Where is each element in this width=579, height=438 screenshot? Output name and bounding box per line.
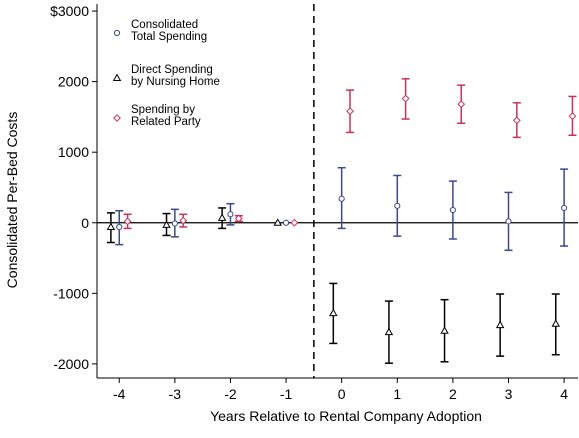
x-axis-label: Years Relative to Rental Company Adoptio… (210, 408, 482, 424)
point-marker (512, 116, 521, 125)
point-marker (162, 220, 171, 228)
point-marker (449, 206, 456, 214)
x-tick-label: -2 (224, 386, 237, 402)
legend-label: Spending by (131, 104, 195, 116)
point-marker (106, 222, 116, 231)
point-marker (568, 112, 577, 121)
x-tick-label: 2 (449, 386, 457, 402)
point-marker (551, 319, 561, 327)
point-marker (338, 195, 345, 202)
series-1 (106, 207, 561, 364)
point-marker (457, 100, 466, 109)
y-tick-label: -2000 (53, 356, 89, 372)
x-tick-label: -1 (280, 386, 293, 402)
legend-label: Consolidated (131, 19, 198, 31)
series-2 (123, 78, 577, 230)
point-marker (394, 202, 401, 209)
x-tick-label: -3 (169, 386, 182, 402)
point-marker (273, 218, 282, 226)
point-marker (116, 223, 123, 231)
point-marker (346, 107, 354, 116)
point-marker (217, 213, 227, 221)
point-marker (179, 216, 188, 225)
x-tick-label: 3 (505, 386, 513, 402)
point-marker (234, 214, 243, 223)
y-tick-label: 2000 (58, 74, 89, 90)
legend-label: Direct Spending (131, 64, 213, 76)
y-tick-label: -1000 (53, 285, 89, 301)
point-marker (123, 217, 132, 226)
legend-label: by Nursing Home (131, 76, 220, 88)
axes: -2000 -1000 0 1000 2000 $3000 -4 -3 -2 -1 0 1 2 3 4 (50, 3, 578, 402)
legend-marker (113, 114, 121, 122)
y-tick-label: 0 (81, 215, 89, 231)
point-marker (440, 326, 449, 334)
point-marker (290, 218, 299, 227)
x-tick-label: 4 (560, 386, 568, 402)
legend-marker (112, 73, 122, 82)
point-marker (329, 308, 338, 317)
legend-label: Related Party (131, 116, 201, 128)
point-marker (384, 327, 394, 336)
point-marker (401, 94, 410, 103)
point-marker (282, 219, 290, 226)
point-marker (505, 218, 512, 225)
chart-marks (106, 78, 577, 364)
y-tick-label: $3000 (50, 3, 89, 19)
legend-marker (113, 29, 121, 37)
series-0 (115, 166, 569, 252)
y-tick-label: 1000 (58, 144, 89, 160)
legend-label: Total Spending (131, 31, 207, 43)
x-tick-label: 1 (393, 386, 401, 402)
point-marker (495, 320, 505, 329)
point-marker (171, 220, 178, 227)
point-marker (560, 204, 568, 212)
point-marker (227, 211, 234, 218)
y-axis-label: Consolidated Per-Bed Costs (4, 112, 20, 289)
x-tick-label: 0 (338, 386, 346, 402)
x-tick-label: -4 (113, 386, 126, 402)
